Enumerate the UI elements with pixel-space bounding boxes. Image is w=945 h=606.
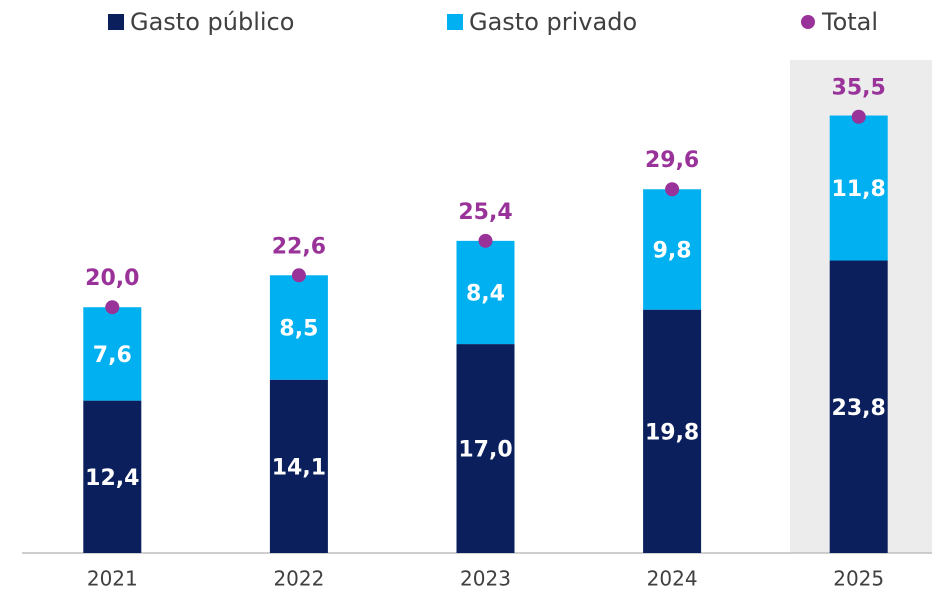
segment-label: 17,0 [458, 438, 512, 463]
total-point [105, 300, 120, 315]
segment-label: 9,8 [653, 238, 692, 263]
bar-segment [643, 309, 702, 553]
total-label: 25,4 [458, 200, 512, 225]
x-tick-label: 2021 [87, 567, 138, 591]
total-label: 20,0 [85, 266, 139, 291]
legend-marker [801, 15, 815, 29]
total-label: 35,5 [832, 76, 886, 101]
segment-label: 23,8 [832, 396, 886, 421]
bar-segment [829, 115, 888, 261]
legend-marker [447, 14, 463, 30]
bar-segment [456, 240, 515, 345]
x-tick-label: 2022 [273, 567, 324, 591]
bar-segment [643, 189, 702, 310]
x-tick-label: 2024 [647, 567, 698, 591]
total-point [851, 109, 866, 124]
total-point [291, 268, 306, 283]
x-tick-label: 2023 [460, 567, 511, 591]
bar-segment [269, 379, 328, 553]
total-label: 22,6 [272, 234, 326, 259]
legend-label: Gasto público [130, 8, 294, 36]
legend-label: Gasto privado [469, 8, 637, 36]
segment-label: 12,4 [85, 466, 139, 491]
segment-label: 7,6 [93, 343, 132, 368]
x-tick-label: 2025 [833, 567, 884, 591]
legend-label: Total [821, 8, 878, 36]
segment-label: 8,4 [466, 281, 505, 306]
segment-label: 8,5 [279, 316, 318, 341]
total-point [478, 233, 493, 248]
segment-label: 14,1 [272, 455, 326, 480]
legend-marker [108, 14, 124, 30]
bar-segment [83, 400, 142, 553]
bar-segment [269, 275, 328, 380]
bar-segment [456, 344, 515, 553]
bar-segment [83, 307, 142, 401]
segment-label: 19,8 [645, 420, 699, 445]
bar-segment [829, 260, 888, 553]
total-label: 29,6 [645, 148, 699, 173]
segment-label: 11,8 [832, 177, 886, 202]
total-point [665, 182, 680, 197]
